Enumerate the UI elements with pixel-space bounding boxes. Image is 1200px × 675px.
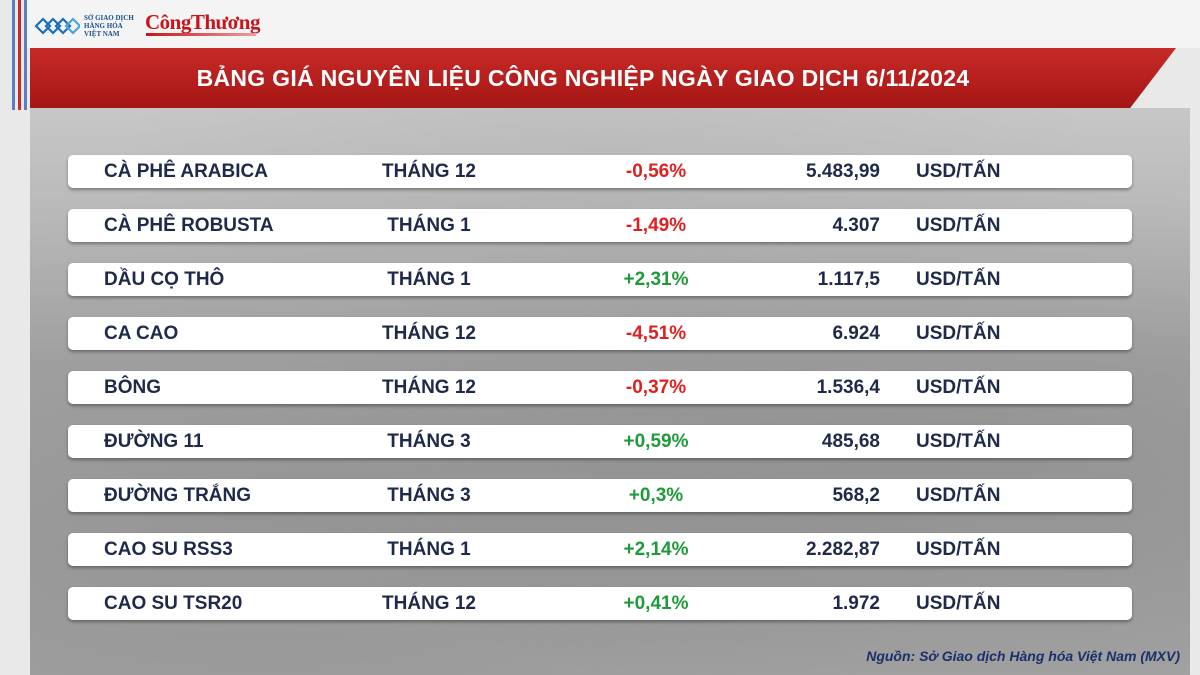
price-value: 5.483,99 bbox=[806, 161, 880, 182]
price-unit: USD/TẤN bbox=[916, 539, 1001, 560]
commodity-name: CÀ PHÊ ARABICA bbox=[104, 161, 268, 182]
price-value: 1.972 bbox=[832, 593, 880, 614]
contract-month: THÁNG 1 bbox=[387, 539, 471, 560]
sgd-logo-icon bbox=[34, 17, 80, 35]
price-change: +2,31% bbox=[623, 269, 689, 290]
price-value: 4.307 bbox=[832, 215, 880, 236]
congthuong-logo-underline bbox=[146, 33, 256, 36]
price-change: +0,3% bbox=[628, 485, 684, 506]
table-row: CÀ PHÊ ROBUSTA THÁNG 1 -1,49% 4.307 USD/… bbox=[68, 209, 1132, 242]
contract-month: THÁNG 12 bbox=[382, 323, 476, 344]
side-stripe-blue bbox=[12, 0, 15, 110]
sgd-logo: SỞ GIAO DỊCH HÀNG HÓA VIỆT NAM bbox=[34, 8, 144, 44]
price-unit: USD/TẤN bbox=[916, 269, 1001, 290]
price-value: 485,68 bbox=[821, 431, 880, 452]
commodity-name: ĐƯỜNG 11 bbox=[104, 431, 204, 452]
contract-month: THÁNG 12 bbox=[382, 161, 476, 182]
contract-month: THÁNG 12 bbox=[382, 377, 476, 398]
title-banner: BẢNG GIÁ NGUYÊN LIỆU CÔNG NGHIỆP NGÀY GI… bbox=[30, 48, 1176, 108]
price-change: -4,51% bbox=[625, 323, 687, 344]
source-note: Nguồn: Sở Giao dịch Hàng hóa Việt Nam (M… bbox=[866, 648, 1180, 664]
contract-month: THÁNG 1 bbox=[387, 269, 471, 290]
price-change: -0,37% bbox=[625, 377, 687, 398]
sgd-logo-line-1: SỞ GIAO DỊCH bbox=[84, 14, 134, 22]
price-change: +0,59% bbox=[623, 431, 689, 452]
price-value: 1.536,4 bbox=[816, 377, 880, 398]
price-value: 6.924 bbox=[832, 323, 880, 344]
sgd-logo-line-2: HÀNG HÓA bbox=[84, 22, 123, 30]
table-row: CAO SU TSR20 THÁNG 12 +0,41% 1.972 USD/T… bbox=[68, 587, 1132, 620]
side-stripe-blue-2 bbox=[24, 0, 27, 110]
price-value: 2.282,87 bbox=[806, 539, 880, 560]
commodity-name: CÀ PHÊ ROBUSTA bbox=[104, 215, 274, 236]
price-change: +0,41% bbox=[623, 593, 689, 614]
commodity-name: ĐƯỜNG TRẮNG bbox=[104, 485, 252, 506]
contract-month: THÁNG 3 bbox=[387, 431, 471, 452]
price-unit: USD/TẤN bbox=[916, 431, 1001, 452]
price-unit: USD/TẤN bbox=[916, 161, 1001, 182]
commodity-name: DẦU CỌ THÔ bbox=[104, 269, 225, 290]
sgd-logo-text: SỞ GIAO DỊCH HÀNG HÓA VIỆT NAM bbox=[84, 14, 134, 38]
header-bar bbox=[24, 0, 1200, 48]
commodity-name: CAO SU RSS3 bbox=[104, 539, 233, 560]
price-change: +2,14% bbox=[623, 539, 689, 560]
price-unit: USD/TẤN bbox=[916, 323, 1001, 344]
table-row: CÀ PHÊ ARABICA THÁNG 12 -0,56% 5.483,99 … bbox=[68, 155, 1132, 188]
table-row: ĐƯỜNG TRẮNG THÁNG 3 +0,3% 568,2 USD/TẤN bbox=[68, 479, 1132, 512]
contract-month: THÁNG 1 bbox=[387, 215, 471, 236]
contract-month: THÁNG 3 bbox=[387, 485, 471, 506]
page-title: BẢNG GIÁ NGUYÊN LIỆU CÔNG NGHIỆP NGÀY GI… bbox=[196, 64, 970, 91]
commodity-name: CA CAO bbox=[104, 323, 179, 344]
price-change: -0,56% bbox=[625, 161, 687, 182]
commodity-name: CAO SU TSR20 bbox=[104, 593, 243, 614]
price-unit: USD/TẤN bbox=[916, 377, 1001, 398]
price-value: 1.117,5 bbox=[817, 269, 880, 290]
price-unit: USD/TẤN bbox=[916, 593, 1001, 614]
table-row: BÔNG THÁNG 12 -0,37% 1.536,4 USD/TẤN bbox=[68, 371, 1132, 404]
side-stripe-red bbox=[18, 0, 21, 110]
congthuong-logo: CôngThương bbox=[145, 10, 260, 34]
price-unit: USD/TẤN bbox=[916, 485, 1001, 506]
commodity-name: BÔNG bbox=[104, 377, 161, 398]
contract-month: THÁNG 12 bbox=[382, 593, 476, 614]
price-value: 568,2 bbox=[832, 485, 880, 506]
table-row: CA CAO THÁNG 12 -4,51% 6.924 USD/TẤN bbox=[68, 317, 1132, 350]
price-unit: USD/TẤN bbox=[916, 215, 1001, 236]
price-change: -1,49% bbox=[625, 215, 687, 236]
table-row: ĐƯỜNG 11 THÁNG 3 +0,59% 485,68 USD/TẤN bbox=[68, 425, 1132, 458]
sgd-logo-line-3: VIỆT NAM bbox=[84, 30, 120, 38]
table-row: CAO SU RSS3 THÁNG 1 +2,14% 2.282,87 USD/… bbox=[68, 533, 1132, 566]
table-row: DẦU CỌ THÔ THÁNG 1 +2,31% 1.117,5 USD/TẤ… bbox=[68, 263, 1132, 296]
